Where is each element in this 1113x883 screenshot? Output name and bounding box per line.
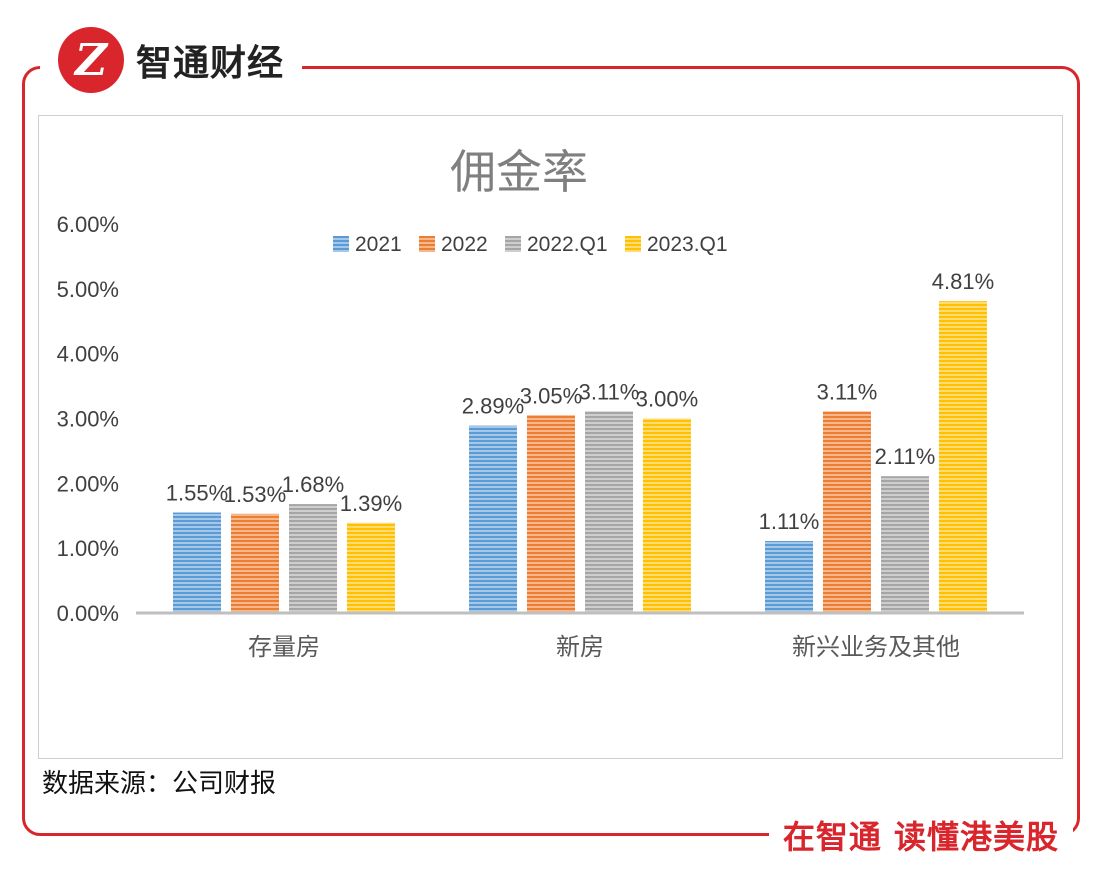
data-label: 1.68% <box>282 472 344 497</box>
chart-panel: 佣金率 2021 2022 2022.Q1 2023.Q1 0.00% 1.00% 2.0… <box>38 115 1063 759</box>
y-tick-label: 2.00% <box>57 471 119 496</box>
data-source-note: 数据来源：公司财报 <box>42 769 277 799</box>
legend-label: 2023.Q1 <box>647 233 728 256</box>
data-label: 2.89% <box>462 394 524 419</box>
brand-slogan: 在智通 读懂港美股 <box>768 812 1073 858</box>
y-tick-label: 3.00% <box>57 407 119 432</box>
legend-label: 2022.Q1 <box>527 233 608 256</box>
red-border-frame <box>22 66 1080 836</box>
legend-label: 2022 <box>441 233 488 256</box>
legend-swatch-stripe <box>505 236 521 252</box>
data-label: 4.81% <box>932 269 994 294</box>
chart-title: 佣金率 <box>450 145 588 199</box>
commission-rate-chart: 佣金率 2021 2022 2022.Q1 2023.Q1 0.00% 1.00% 2.0… <box>57 145 1024 661</box>
bar-stripe-overlay <box>939 301 987 613</box>
y-tick-label: 6.00% <box>57 212 119 237</box>
x-category-label: 新兴业务及其他 <box>792 634 960 661</box>
chart-legend: 2021 2022 2022.Q1 2023.Q1 <box>333 233 728 256</box>
bar-stripe-overlay <box>765 541 813 613</box>
brand-logo-icon: Z <box>58 27 124 93</box>
y-tick-label: 0.00% <box>57 601 119 626</box>
x-axis: 存量房 新房 新兴业务及其他 <box>248 634 960 661</box>
data-labels: 1.55%1.53%1.68%1.39%2.89%3.05%3.11%3.00%… <box>166 269 994 534</box>
bar-stripe-overlay <box>231 513 279 613</box>
bar-stripe-overlay <box>289 504 337 613</box>
data-label: 3.11% <box>817 379 878 404</box>
bar-stripe-overlay <box>823 411 871 613</box>
bar-stripe-overlay <box>881 476 929 613</box>
legend-label: 2021 <box>355 233 402 256</box>
legend-swatch-stripe <box>333 236 349 252</box>
bar-series <box>173 301 987 613</box>
data-label: 1.11% <box>759 509 820 534</box>
data-label: 2.11% <box>875 444 936 469</box>
data-label: 1.55% <box>166 481 228 506</box>
bar-stripe-overlay <box>527 415 575 613</box>
bar-stripe-overlay <box>643 418 691 613</box>
brand-name: 智通财经 <box>136 43 285 84</box>
data-label: 1.39% <box>340 491 402 516</box>
brand-header: Z 智通财经 <box>40 20 303 100</box>
x-category-label: 新房 <box>556 634 604 661</box>
y-tick-label: 5.00% <box>57 277 119 302</box>
y-axis: 0.00% 1.00% 2.00% 3.00% 4.00% 5.00% 6.00% <box>57 212 119 626</box>
y-tick-label: 4.00% <box>57 342 119 367</box>
bar-stripe-overlay <box>585 411 633 613</box>
bar-stripe-overlay <box>173 512 221 613</box>
data-label: 1.53% <box>224 482 286 507</box>
x-category-label: 存量房 <box>248 634 320 661</box>
data-label: 3.11% <box>579 379 640 404</box>
bar-stripe-overlay <box>347 522 395 613</box>
data-label: 3.05% <box>520 383 582 408</box>
legend-swatch-stripe <box>625 236 641 252</box>
y-tick-label: 1.00% <box>57 536 119 561</box>
bar-stripe-overlay <box>469 425 517 613</box>
data-label: 3.00% <box>636 387 698 412</box>
legend-swatch-stripe <box>419 236 435 252</box>
